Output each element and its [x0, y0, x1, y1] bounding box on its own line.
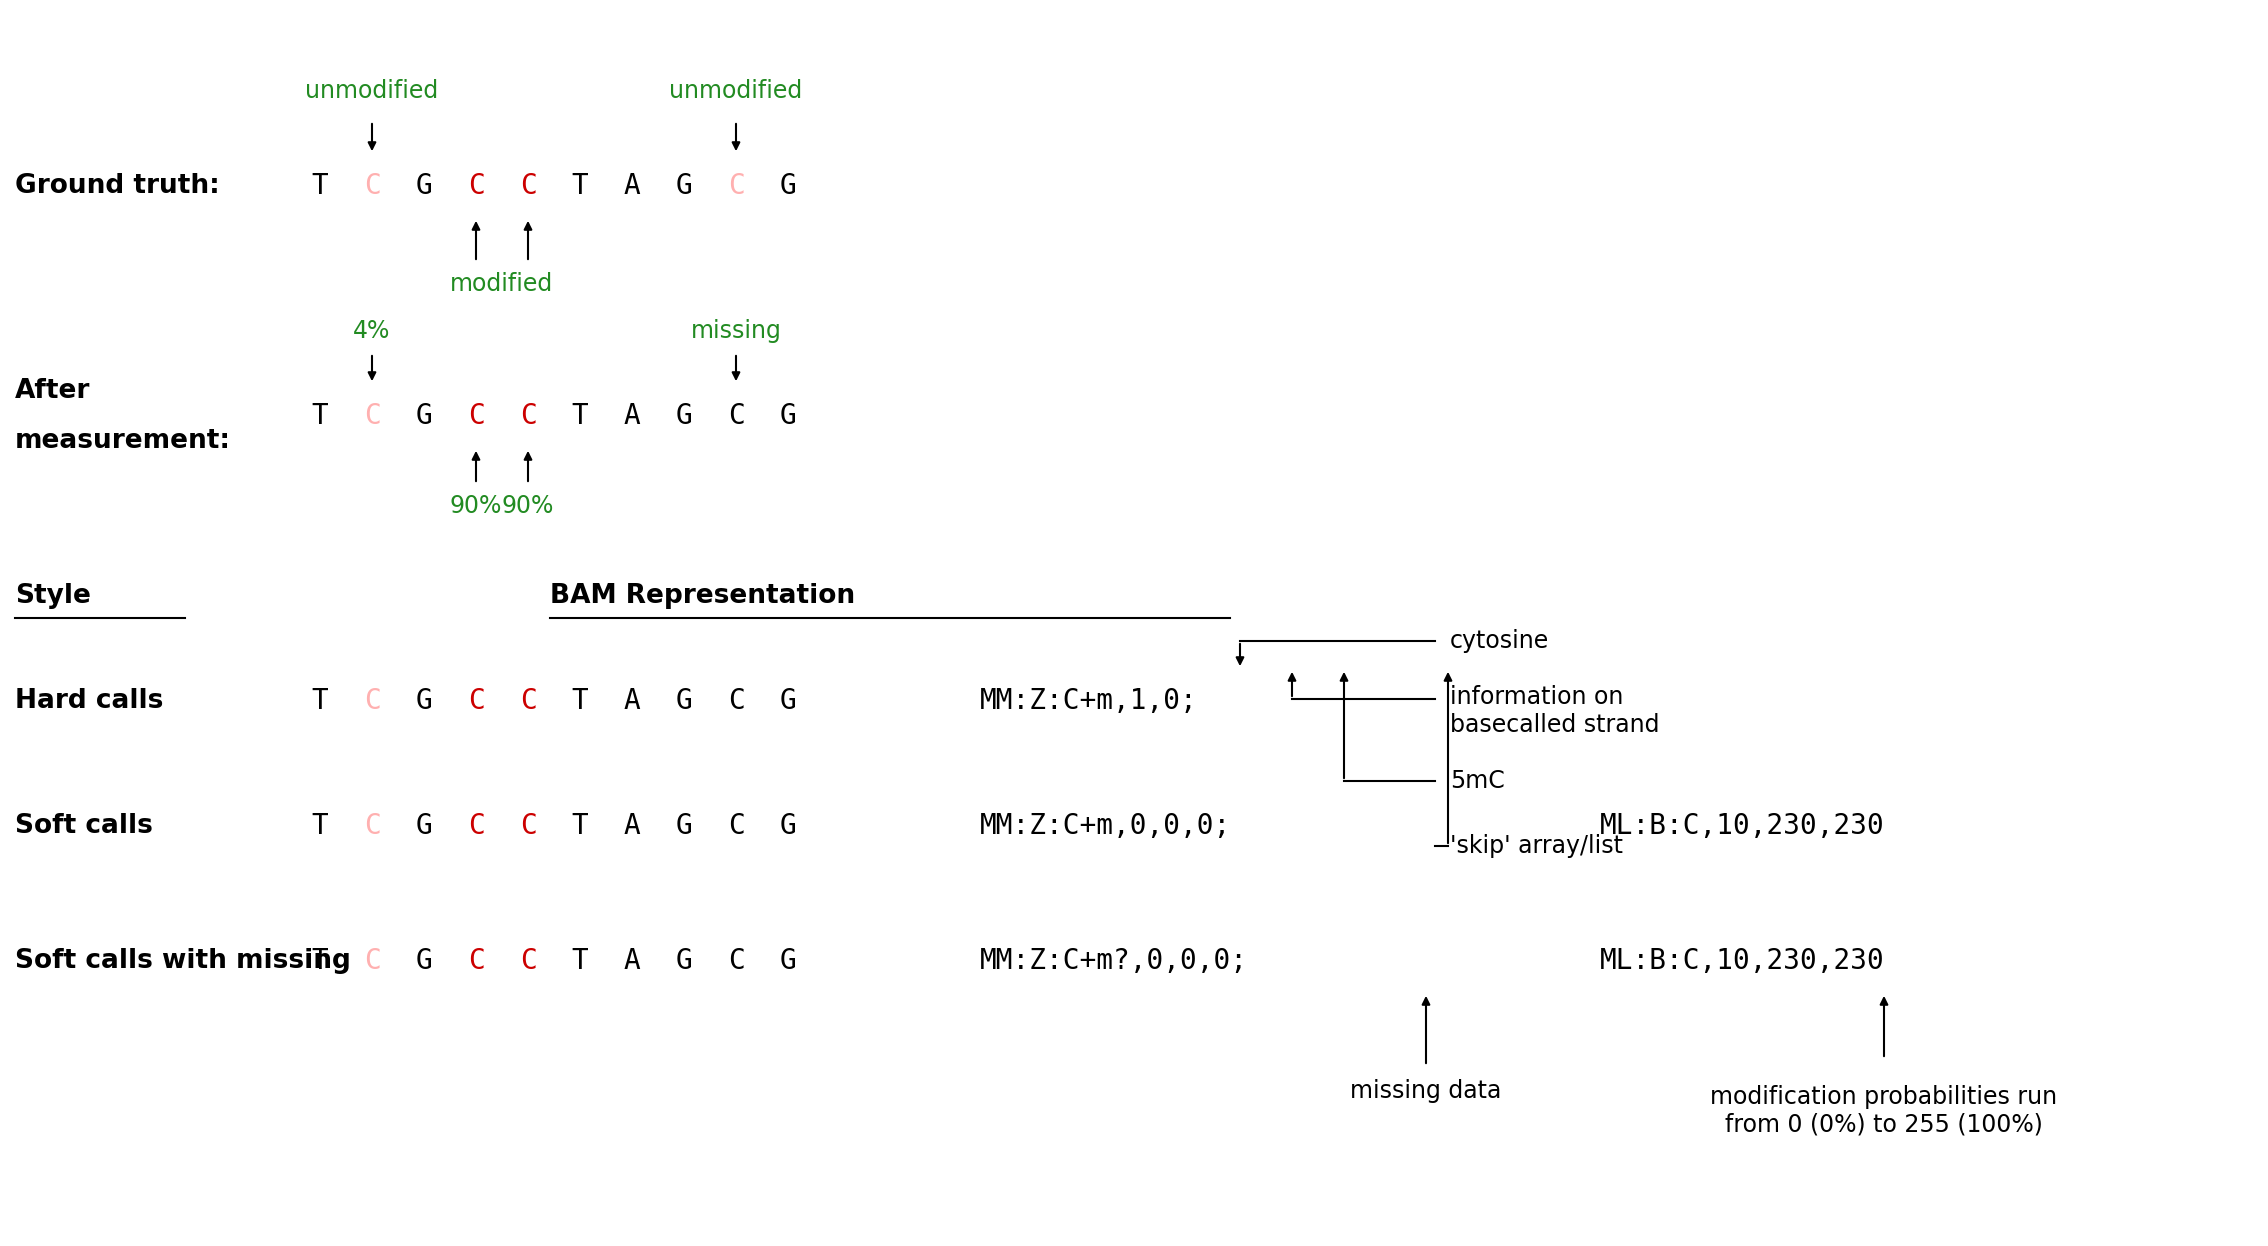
Text: modification probabilities run
from 0 (0%) to 255 (100%): modification probabilities run from 0 (0…: [1710, 1085, 2057, 1136]
Text: C: C: [363, 402, 381, 430]
Text: missing data: missing data: [1349, 1079, 1501, 1103]
Text: G: G: [780, 812, 796, 840]
Text: C: C: [728, 402, 744, 430]
Text: A: A: [624, 172, 640, 201]
Text: G: G: [780, 172, 796, 201]
Text: C: C: [467, 402, 485, 430]
Text: unmodified: unmodified: [306, 78, 438, 103]
Text: 4%: 4%: [354, 319, 390, 343]
Text: C: C: [467, 687, 485, 715]
Text: G: G: [780, 402, 796, 430]
Text: C: C: [363, 687, 381, 715]
Text: G: G: [676, 947, 692, 976]
Text: ML:B:C,10,230,230: ML:B:C,10,230,230: [1599, 947, 1885, 976]
Text: G: G: [415, 172, 433, 201]
Text: T: T: [311, 687, 329, 715]
Text: MM:Z:C+m,1,0;: MM:Z:C+m,1,0;: [980, 687, 1198, 715]
Text: C: C: [363, 812, 381, 840]
Text: ML:B:C,10,230,230: ML:B:C,10,230,230: [1599, 812, 1885, 840]
Text: C: C: [728, 172, 744, 201]
Text: G: G: [415, 402, 433, 430]
Text: C: C: [467, 172, 485, 201]
Text: T: T: [311, 812, 329, 840]
Text: Hard calls: Hard calls: [16, 688, 163, 714]
Text: Ground truth:: Ground truth:: [16, 173, 220, 199]
Text: After: After: [16, 378, 91, 404]
Text: Style: Style: [16, 583, 91, 609]
Text: BAM Representation: BAM Representation: [551, 583, 855, 609]
Text: MM:Z:C+m,0,0,0;: MM:Z:C+m,0,0,0;: [980, 812, 1232, 840]
Text: Soft calls with missing: Soft calls with missing: [16, 948, 352, 974]
Text: G: G: [780, 947, 796, 976]
Text: C: C: [519, 687, 535, 715]
Text: T: T: [572, 402, 587, 430]
Text: C: C: [467, 812, 485, 840]
Text: T: T: [572, 172, 587, 201]
Text: T: T: [572, 947, 587, 976]
Text: 'skip' array/list: 'skip' array/list: [1449, 834, 1624, 858]
Text: Soft calls: Soft calls: [16, 812, 152, 839]
Text: information on
basecalled strand: information on basecalled strand: [1449, 685, 1660, 736]
Text: G: G: [415, 687, 433, 715]
Text: T: T: [311, 947, 329, 976]
Text: T: T: [311, 402, 329, 430]
Text: A: A: [624, 812, 640, 840]
Text: T: T: [572, 687, 587, 715]
Text: C: C: [519, 947, 535, 976]
Text: C: C: [728, 947, 744, 976]
Text: G: G: [676, 687, 692, 715]
Text: MM:Z:C+m?,0,0,0;: MM:Z:C+m?,0,0,0;: [980, 947, 1247, 976]
Text: G: G: [415, 812, 433, 840]
Text: A: A: [624, 687, 640, 715]
Text: C: C: [363, 947, 381, 976]
Text: C: C: [728, 687, 744, 715]
Text: G: G: [676, 812, 692, 840]
Text: G: G: [415, 947, 433, 976]
Text: A: A: [624, 402, 640, 430]
Text: unmodified: unmodified: [669, 78, 803, 103]
Text: G: G: [780, 687, 796, 715]
Text: C: C: [519, 172, 535, 201]
Text: modified: modified: [451, 272, 553, 297]
Text: C: C: [519, 812, 535, 840]
Text: G: G: [676, 172, 692, 201]
Text: G: G: [676, 402, 692, 430]
Text: C: C: [363, 172, 381, 201]
Text: 90%: 90%: [449, 493, 501, 518]
Text: C: C: [728, 812, 744, 840]
Text: T: T: [572, 812, 587, 840]
Text: 5mC: 5mC: [1449, 769, 1504, 792]
Text: A: A: [624, 947, 640, 976]
Text: T: T: [311, 172, 329, 201]
Text: missing: missing: [689, 319, 782, 343]
Text: C: C: [467, 947, 485, 976]
Text: measurement:: measurement:: [16, 427, 231, 454]
Text: 90%: 90%: [501, 493, 553, 518]
Text: C: C: [519, 402, 535, 430]
Text: cytosine: cytosine: [1449, 629, 1549, 653]
